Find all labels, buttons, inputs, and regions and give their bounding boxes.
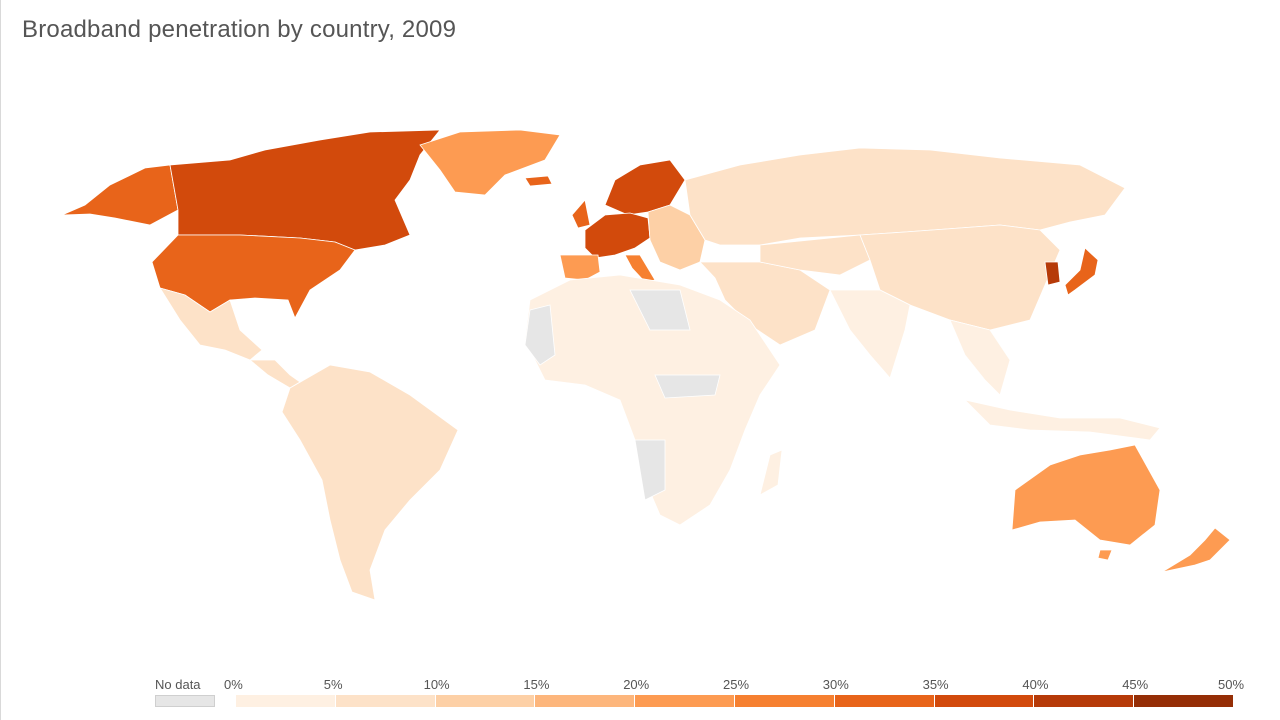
country-canada[interactable] [169,129,441,251]
country-madagascar[interactable] [759,449,783,496]
country-africa-nodata-north[interactable] [629,289,691,331]
country-greenland[interactable] [419,129,561,196]
country-korea[interactable] [1044,261,1061,286]
country-central-america[interactable] [248,359,301,389]
country-tasmania[interactable] [1097,549,1113,561]
country-iberia[interactable] [559,254,601,281]
country-mexico[interactable] [159,287,263,361]
country-south-america[interactable] [281,364,459,601]
country-australia[interactable] [1011,444,1161,546]
country-africa-nodata-south[interactable] [634,439,666,501]
country-western-europe[interactable] [584,212,651,259]
country-japan[interactable] [1064,247,1099,296]
page-title: Broadband penetration by country, 2009 [22,16,457,43]
country-africa-nodata-west[interactable] [524,304,556,366]
country-new-zealand[interactable] [1161,527,1231,573]
country-africa-nodata-central[interactable] [654,374,721,399]
country-southeast-asia[interactable] [949,319,1011,396]
country-africa[interactable] [524,274,781,526]
country-alaska[interactable] [61,164,179,226]
country-iceland[interactable] [524,175,553,187]
country-south-asia[interactable] [829,289,911,379]
country-uk[interactable] [571,199,591,229]
country-indonesia[interactable] [963,399,1161,441]
country-russia[interactable] [684,147,1126,246]
